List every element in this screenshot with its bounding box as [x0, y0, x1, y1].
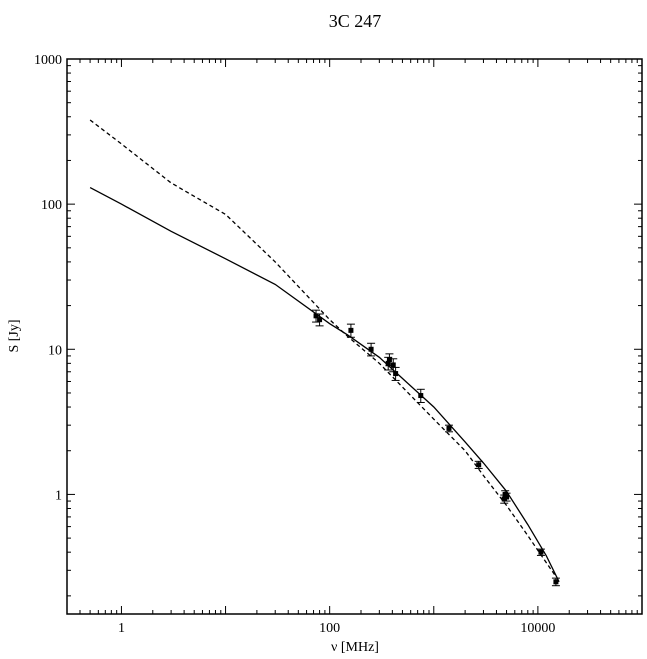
- data-point: [315, 313, 324, 327]
- data-marker: [390, 362, 396, 368]
- data-marker: [393, 371, 399, 377]
- x-tick-label: 1: [118, 621, 125, 636]
- x-tick-label: 10000: [520, 621, 555, 636]
- data-marker: [368, 346, 374, 352]
- data-marker: [504, 494, 510, 500]
- y-tick-label: 1: [55, 488, 62, 503]
- data-points: [312, 309, 560, 587]
- dashed-model-curve: [89, 119, 557, 578]
- chart-title: 3C 247: [329, 11, 382, 31]
- data-point: [346, 323, 355, 338]
- data-point: [391, 366, 400, 381]
- x-tick-label: 100: [319, 621, 340, 636]
- plot-area: [66, 58, 643, 615]
- data-marker: [553, 579, 559, 585]
- data-marker: [317, 317, 323, 323]
- data-marker: [502, 491, 508, 497]
- data-marker: [348, 327, 354, 333]
- data-marker: [476, 462, 482, 468]
- data-point: [502, 492, 511, 502]
- data-marker: [418, 393, 424, 399]
- x-axis-label: ν [MHz]: [331, 640, 379, 655]
- solid-model-curve: [89, 187, 560, 583]
- data-point: [474, 460, 483, 469]
- data-point: [367, 342, 376, 357]
- data-marker: [313, 313, 319, 319]
- data-marker: [386, 357, 392, 363]
- y-tick-label: 100: [41, 198, 62, 213]
- axis-ticks: 1 100 10000 1 10 100 1000: [34, 53, 643, 636]
- model-curves: [89, 119, 560, 583]
- data-point: [536, 548, 545, 556]
- y-tick-label: 10: [48, 343, 62, 358]
- data-marker: [446, 425, 452, 431]
- y-axis-label: S [Jy]: [7, 319, 22, 352]
- y-tick-label: 1000: [34, 53, 62, 68]
- data-point: [551, 577, 560, 587]
- plot-frame: [66, 58, 643, 615]
- data-point: [444, 424, 453, 433]
- data-marker: [538, 549, 544, 555]
- data-marker: [385, 360, 391, 366]
- data-point: [416, 388, 425, 403]
